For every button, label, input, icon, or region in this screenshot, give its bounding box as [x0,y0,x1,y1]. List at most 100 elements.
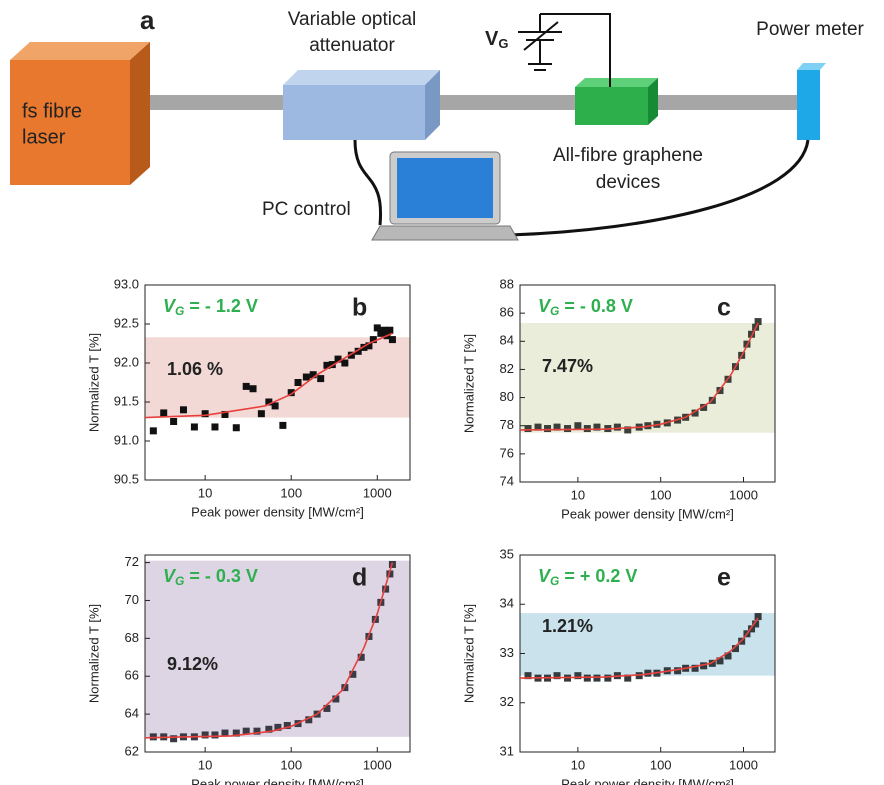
data-point [724,652,732,660]
x-tick-label: 1000 [363,757,392,772]
device-side [648,78,658,125]
data-point [593,674,601,682]
data-point [211,731,219,739]
data-point [731,645,739,653]
data-point [386,326,394,334]
y-tick-label: 62 [125,743,139,758]
chart-panel: 31 32 33 34 35 10 100 1000 Peak power density [M… [461,546,776,785]
attenuator-top [283,70,440,85]
laser-side [130,42,150,185]
device-label: All-fibre graphene [553,145,703,166]
x-tick-label: 100 [280,757,302,772]
data-point [624,426,632,434]
data-point [613,423,621,431]
y-tick-label: 91.5 [114,393,139,408]
data-point [309,371,317,379]
data-point [170,418,178,425]
data-point [201,410,209,418]
y-tick-label: 66 [125,668,139,683]
data-point [354,347,362,355]
y-tick-label: 80 [500,389,514,404]
y-tick-label: 76 [500,445,514,460]
gate-subscript: G [175,574,184,588]
data-point [583,674,591,682]
data-point [349,670,357,678]
data-point [160,409,168,417]
data-point [524,672,532,680]
y-axis-label: Normalized T [%] [86,604,101,703]
data-point [287,389,295,397]
fit-line [145,562,394,739]
y-axis-label: Normalized T [%] [461,604,476,703]
data-point [553,423,561,431]
y-tick-label: 34 [500,596,514,611]
data-point [365,342,373,350]
y-tick-label: 32 [500,694,514,709]
fit-line [520,617,759,679]
y-tick-label: 78 [500,417,514,432]
data-point [242,382,250,390]
data-point [242,727,250,735]
plot-frame [144,284,411,481]
panel-letter: e [717,564,731,592]
x-tick-label: 10 [198,757,212,772]
panel-letter: b [352,294,367,322]
change-label: 1.21% [542,616,593,636]
cables [353,139,810,237]
chart-panel: 62 64 66 68 70 72 10 100 1000 Peak power density … [86,554,411,785]
data-point [382,585,390,593]
data-point [388,336,396,344]
data-point [253,727,261,735]
x-tick-label: 10 [571,487,585,502]
data-point [691,664,699,672]
fibre [140,95,805,110]
y-tick-label: 64 [125,706,139,721]
x-tick-label: 10 [198,485,212,500]
x-tick-label: 100 [650,757,672,772]
laser [10,60,130,185]
attenuator [283,85,425,140]
data-point [334,355,342,363]
x-tick-label: 100 [280,485,302,500]
data-point [624,674,632,682]
data-point [328,361,336,369]
data-point [221,410,229,418]
y-tick-label: 91.0 [114,432,139,447]
power-meter [797,70,820,140]
data-point [211,423,219,431]
gate-symbol: V [538,296,552,316]
fit-line [520,322,759,431]
data-point [323,361,331,369]
data-point [691,409,699,417]
panel-label: a [140,5,155,35]
pc-label: PC control [262,199,351,220]
gate-voltage: VG = - 0.8 V [538,296,633,318]
data-point [294,379,302,386]
meter-label: Power meter [756,19,864,40]
y-tick-label: 68 [125,630,139,645]
gate-label: VG [485,28,508,51]
y-tick-label: 70 [125,592,139,607]
laptop-base [371,225,519,241]
gate-value: = + 0.2 V [564,566,637,586]
data-point [221,729,229,737]
data-point [274,723,282,731]
meter-top [797,63,826,70]
gate-subscript: G [550,574,559,588]
y-axis-label: Normalized T [%] [461,334,476,433]
gate-symbol: V [163,296,177,316]
change-label: 9.12% [167,654,218,674]
x-tick-label: 100 [650,487,672,502]
change-label: 1.06 % [167,359,223,379]
gate-subscript: G [550,304,559,318]
gate-value: = - 0.3 V [189,566,258,586]
data-point [716,657,724,665]
y-tick-label: 82 [500,361,514,376]
x-axis-label: Peak power density [MW/cm²] [561,776,734,785]
data-point [754,318,762,326]
y-tick-label: 84 [500,333,514,348]
x-tick-label: 10 [571,757,585,772]
panel-letter: c [717,294,731,322]
change-label: 7.47% [542,356,593,376]
